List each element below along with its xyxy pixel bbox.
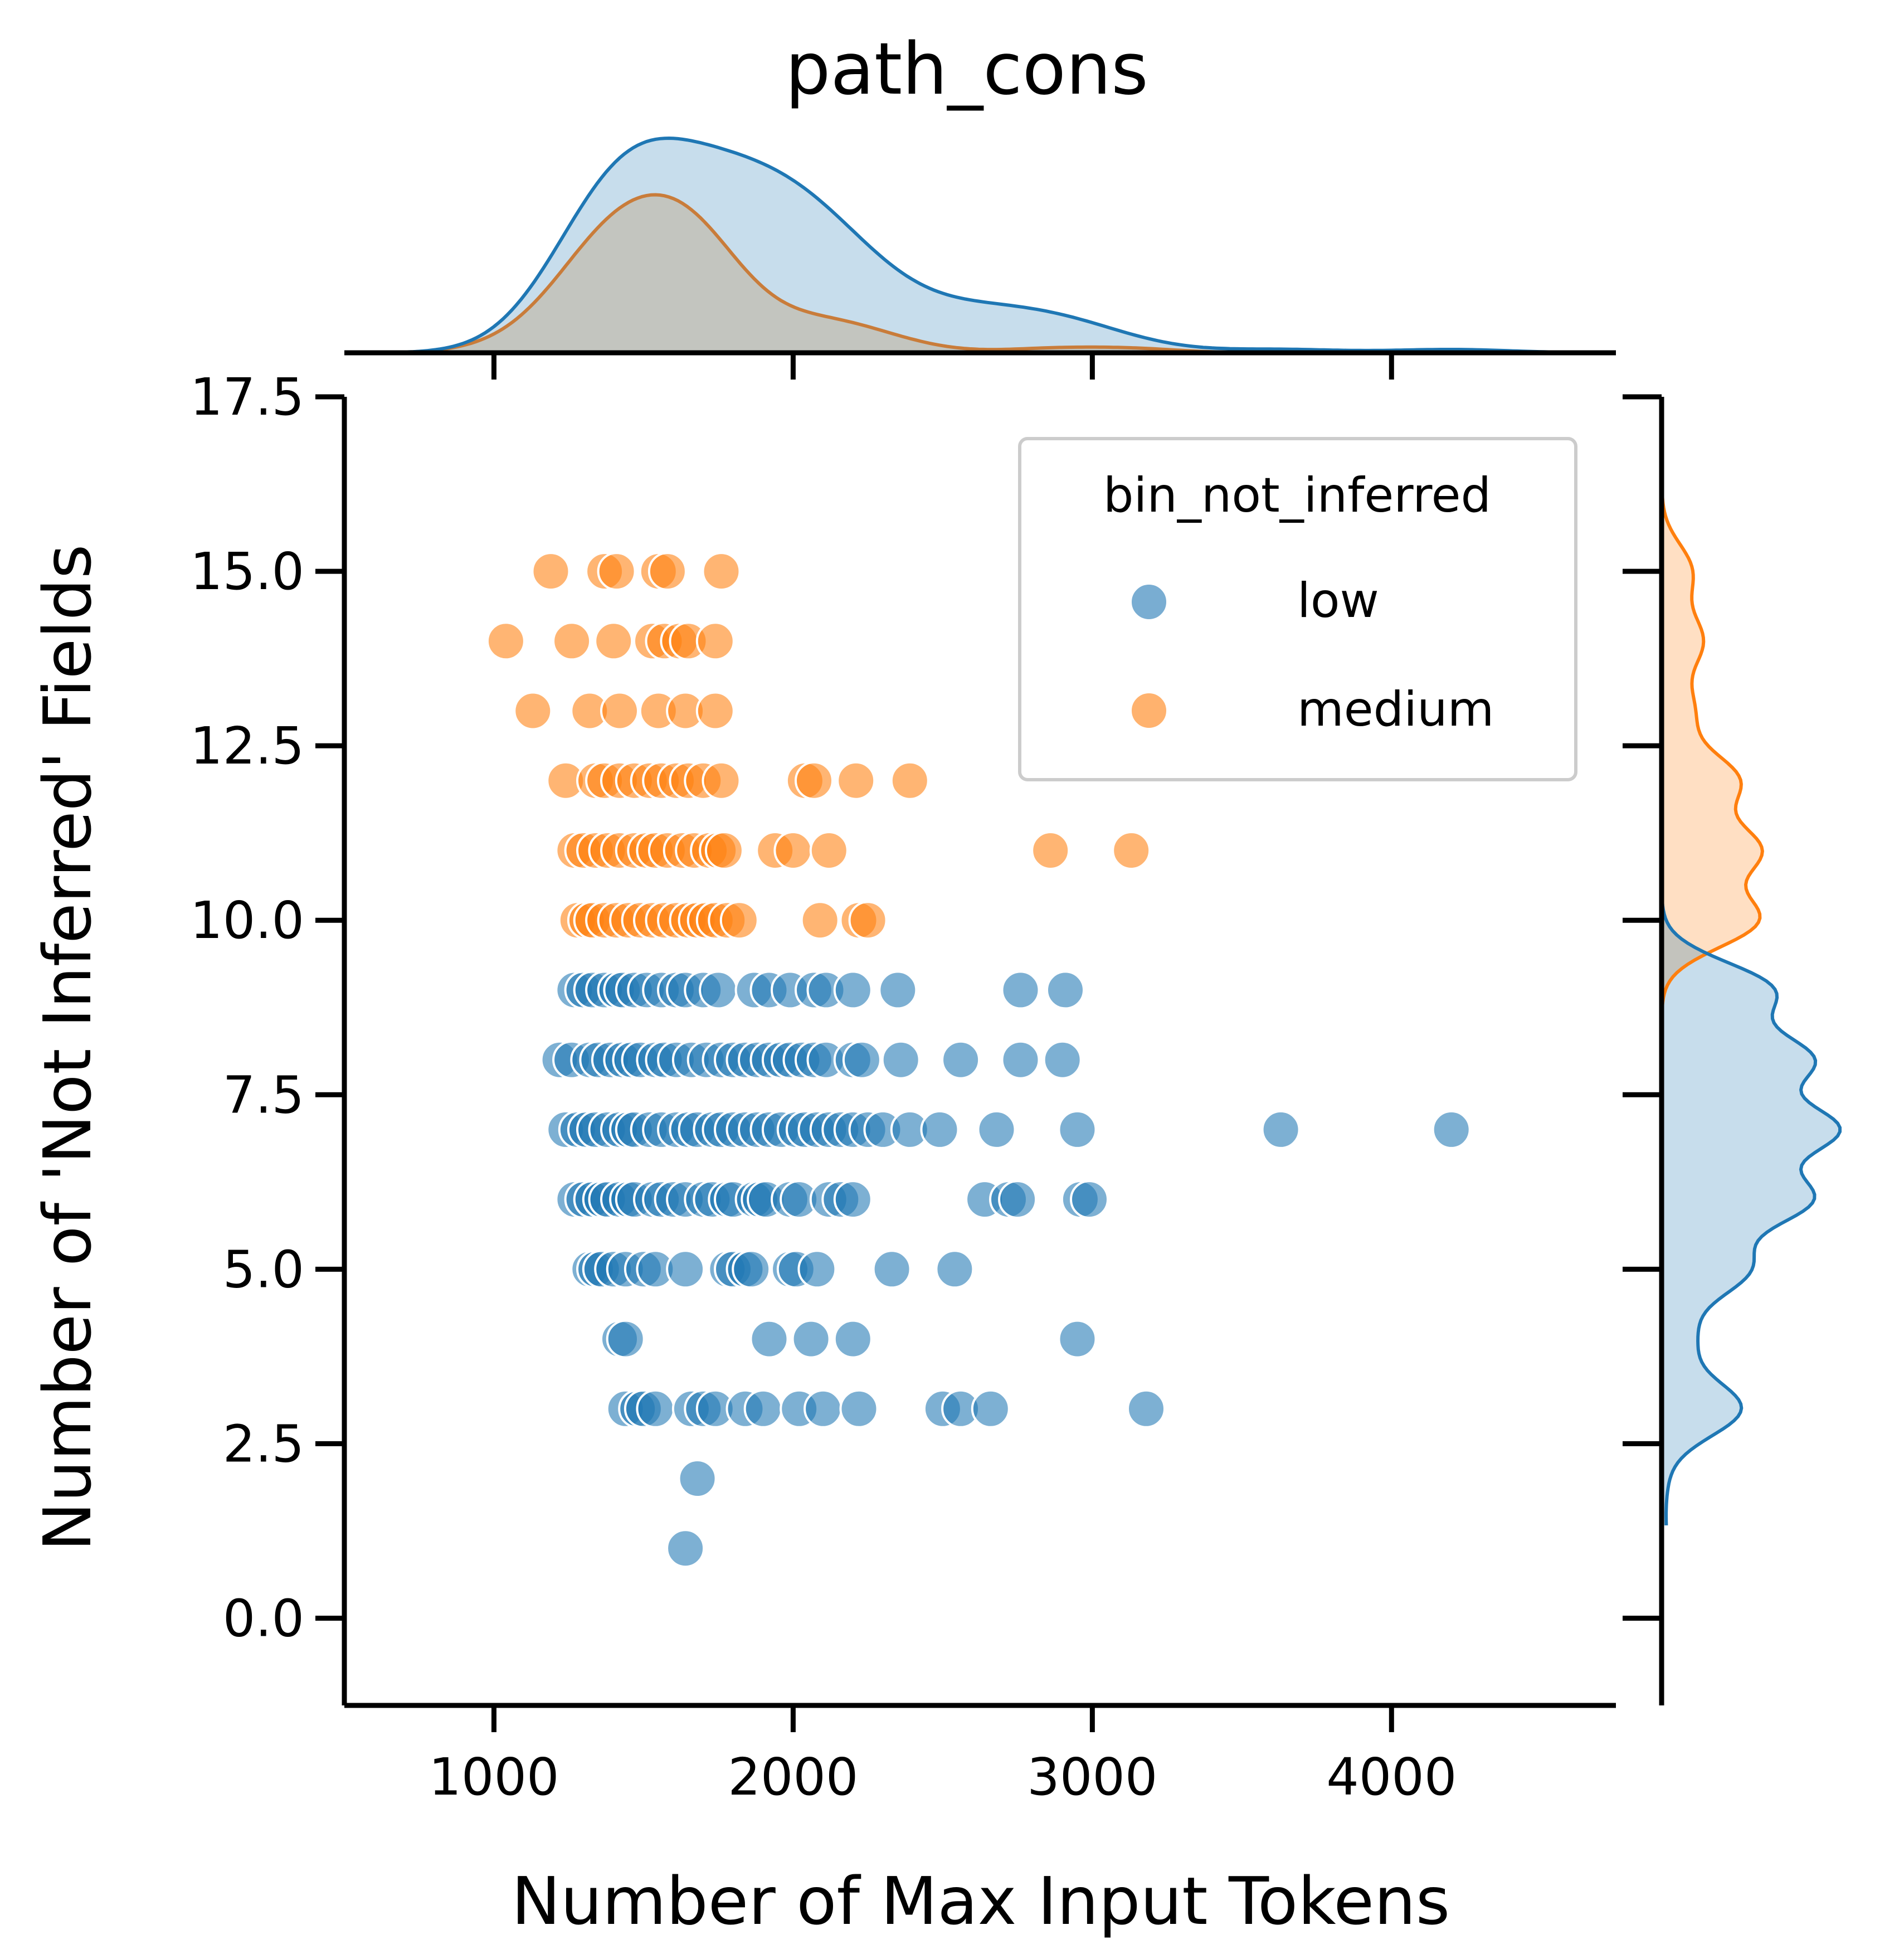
scatter-point-low xyxy=(839,1389,879,1428)
y-tick-label: 12.5 xyxy=(190,716,304,776)
scatter-point-medium xyxy=(702,552,741,591)
scatter-point-low xyxy=(1431,1110,1471,1149)
right-kde-low-fill xyxy=(1662,893,1840,1525)
scatter-point-medium xyxy=(1112,831,1151,870)
top-marginal-ticks xyxy=(491,353,1394,380)
legend: bin_not_inferred low medium xyxy=(1018,437,1577,781)
scatter-point-low xyxy=(666,1250,705,1289)
scatter-point-low xyxy=(878,970,918,1010)
scatter-point-medium xyxy=(531,552,571,591)
x-axis-label: Number of Max Input Tokens xyxy=(512,1863,1450,1939)
scatter-point-medium xyxy=(1031,831,1070,870)
scatter-point-medium xyxy=(695,621,735,661)
scatter-point-medium xyxy=(513,691,553,731)
scatter-point-low xyxy=(732,1250,771,1289)
scatter-point-low xyxy=(1001,1040,1040,1080)
scatter-point-low xyxy=(1058,1110,1097,1149)
scatter-point-medium xyxy=(809,831,849,870)
scatter-point-low xyxy=(833,970,873,1010)
scatter-point-low xyxy=(791,1319,831,1359)
y-tick-label: 10.0 xyxy=(190,891,304,950)
right-kde-medium-fill xyxy=(1662,491,1762,1032)
scatter-point-medium xyxy=(486,621,525,661)
legend-label-low: low xyxy=(1297,573,1379,629)
scatter-point-medium xyxy=(773,831,813,870)
scatter-point-low xyxy=(678,1459,717,1498)
scatter-point-medium xyxy=(702,761,741,800)
legend-marker-medium xyxy=(1129,691,1168,730)
scatter-point-medium xyxy=(848,901,888,940)
x-tick-label: 1000 xyxy=(428,1747,559,1807)
y-axis-label: Number of 'Not Inferred' Fields xyxy=(29,545,106,1552)
scatter-point-low xyxy=(699,970,738,1010)
scatter-point-medium xyxy=(704,831,744,870)
scatter-point-low xyxy=(749,1319,789,1359)
scatter-point-low xyxy=(1127,1389,1166,1428)
scatter-point-medium xyxy=(600,691,639,731)
right-marginal-kde xyxy=(1660,490,1842,1525)
legend-marker-low xyxy=(1129,582,1168,621)
scatter-point-low xyxy=(881,1040,921,1080)
scatter-point-low xyxy=(842,1040,882,1080)
x-tick-label: 3000 xyxy=(1027,1747,1157,1807)
scatter-points xyxy=(486,552,1471,1568)
top-kde-low-line xyxy=(404,136,1616,354)
y-tick-label: 2.5 xyxy=(223,1414,304,1474)
scatter-point-low xyxy=(1001,970,1040,1010)
scatter-point-medium xyxy=(695,691,735,731)
top-marginal-kde xyxy=(404,136,1616,354)
scatter-point-low xyxy=(797,1250,837,1289)
right-marginal-ticks xyxy=(1623,394,1662,1621)
scatter-point-low xyxy=(1058,1319,1097,1359)
y-tick-label: 0.0 xyxy=(223,1588,304,1648)
legend-label-medium: medium xyxy=(1297,682,1494,737)
scatter-point-medium xyxy=(594,621,634,661)
scatter-point-medium xyxy=(597,552,636,591)
scatter-point-low xyxy=(935,1250,975,1289)
top-kde-medium-fill xyxy=(404,195,1616,353)
right-kde-overlap-fill xyxy=(1662,893,1703,1032)
scatter-point-low xyxy=(833,1319,873,1359)
scatter-point-low xyxy=(920,1110,960,1149)
scatter-point-low xyxy=(971,1389,1010,1428)
y-ticks: 0.0 2.5 5.0 7.5 10.0 12.5 15.0 17.5 xyxy=(190,367,344,1648)
right-kde-medium-line xyxy=(1660,490,1764,1032)
scatter-point-low xyxy=(804,1389,843,1428)
scatter-point-low xyxy=(998,1180,1038,1219)
scatter-point-medium xyxy=(836,761,876,800)
scatter-point-low xyxy=(941,1040,981,1080)
legend-title: bin_not_inferred xyxy=(1103,468,1491,523)
x-tick-label: 2000 xyxy=(728,1747,858,1807)
scatter-point-medium xyxy=(552,621,592,661)
scatter-point-low xyxy=(977,1110,1016,1149)
scatter-point-low xyxy=(743,1389,783,1428)
scatter-point-low xyxy=(606,1319,645,1359)
scatter-point-low xyxy=(1043,1040,1082,1080)
y-tick-label: 7.5 xyxy=(223,1065,304,1125)
y-tick-label: 15.0 xyxy=(190,542,304,601)
scatter-point-medium xyxy=(719,901,759,940)
y-tick-label: 5.0 xyxy=(223,1239,304,1299)
scatter-point-low xyxy=(666,1529,705,1568)
axes xyxy=(342,350,1664,1708)
scatter-point-medium xyxy=(800,901,840,940)
right-kde-low-line xyxy=(1660,893,1842,1525)
x-ticks: 1000 2000 3000 4000 xyxy=(428,1705,1457,1807)
scatter-point-low xyxy=(1261,1110,1301,1149)
scatter-point-low xyxy=(1070,1180,1109,1219)
scatter-point-low xyxy=(833,1180,873,1219)
y-tick-label: 17.5 xyxy=(190,367,304,427)
chart-title: path_cons xyxy=(785,28,1148,111)
scatter-point-medium xyxy=(647,552,687,591)
scatter-point-medium xyxy=(795,761,834,800)
scatter-point-low xyxy=(636,1389,675,1428)
scatter-point-low xyxy=(1046,970,1085,1010)
scatter-point-low xyxy=(872,1250,912,1289)
x-tick-label: 4000 xyxy=(1326,1747,1457,1807)
scatter-point-medium xyxy=(890,761,929,800)
